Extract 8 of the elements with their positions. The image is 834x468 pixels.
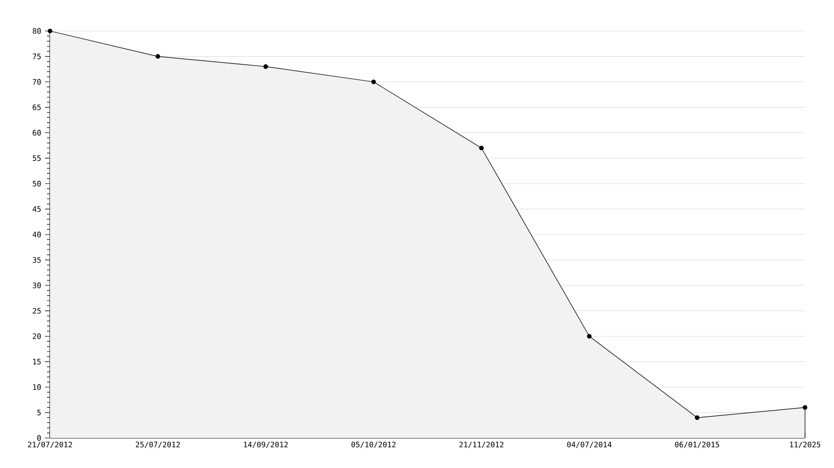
point <box>263 64 268 69</box>
point <box>586 334 592 339</box>
point <box>371 80 376 84</box>
point <box>694 415 700 420</box>
point <box>156 54 160 59</box>
point <box>48 28 52 34</box>
point <box>479 146 484 150</box>
point <box>802 405 808 410</box>
